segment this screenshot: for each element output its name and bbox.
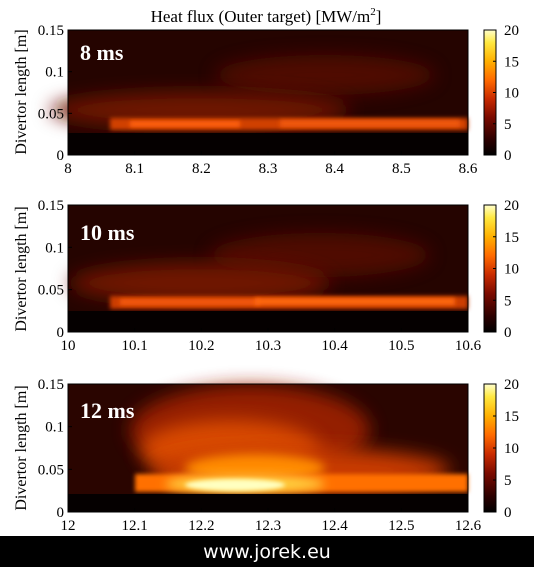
colorbar-tick-label: 15: [504, 54, 519, 70]
x-ticks: 12 12.1 12.2 12.3 12.4 12.5 12.6: [61, 508, 482, 534]
footer-bar: www.jorek.eu: [0, 536, 534, 567]
y-axis-label: Divertor length [m]: [13, 206, 30, 331]
colorbar-tick-label: 10: [504, 441, 519, 457]
x-tick-label: 12.6: [455, 518, 482, 534]
colorbar-tick-label: 20: [504, 198, 519, 214]
time-label: 8 ms: [80, 40, 124, 65]
y-tick-label: 0.15: [38, 198, 64, 214]
x-tick-label: 8.6: [459, 161, 478, 177]
y-tick-label: 0: [57, 148, 65, 164]
colorbar-tick-label: 0: [504, 325, 512, 341]
panel-10ms: 10 ms 10 10.1 10.2 10.3 10.4 10.5 10.6 0 0.05 0.…: [13, 198, 519, 354]
x-tick-label: 10.5: [388, 338, 414, 354]
y-tick-label: 0.05: [38, 462, 64, 478]
heatmap-features: [50, 30, 468, 155]
x-tick-label: 12.5: [388, 518, 414, 534]
x-tick-label: 12.1: [122, 518, 148, 534]
x-tick-label: 8.2: [192, 161, 211, 177]
y-tick-label: 0.15: [38, 377, 64, 393]
x-tick-label: 12.3: [255, 518, 281, 534]
time-label: 10 ms: [80, 220, 135, 245]
colorbar-tick-label: 20: [504, 377, 519, 393]
y-tick-label: 0.1: [45, 420, 64, 436]
x-tick-label: 12.4: [322, 518, 349, 534]
x-tick-label: 10.4: [322, 338, 349, 354]
colorbar-ticks: 0 5 10 15 20: [493, 377, 519, 521]
colorbar-ticks: 0 5 10 15 20: [493, 198, 519, 341]
x-tick-label: 8.4: [325, 161, 344, 177]
x-tick-label: 8.5: [392, 161, 411, 177]
colorbar-tick-label: 0: [504, 505, 512, 521]
footer-url[interactable]: www.jorek.eu: [203, 540, 331, 563]
y-axis-label: Divertor length [m]: [13, 385, 30, 510]
x-tick-label: 8.1: [125, 161, 144, 177]
x-tick-label: 12.2: [188, 518, 214, 534]
colorbar-tick-label: 5: [504, 117, 512, 133]
heatmap-features: [68, 385, 468, 512]
panel-8ms: 8 ms 8 8.1 8.2 8.3 8.4 8.5 8.6 0 0.05 0.1 0.15 Di…: [13, 23, 519, 177]
colorbar-tick-label: 10: [504, 86, 519, 102]
y-tick-label: 0: [57, 325, 65, 341]
y-tick-label: 0.05: [38, 106, 64, 122]
y-ticks: 0 0.05 0.1 0.15: [38, 198, 72, 341]
x-tick-label: 8: [64, 161, 72, 177]
x-tick-label: 10.6: [455, 338, 482, 354]
y-axis-label: Divertor length [m]: [13, 29, 30, 154]
y-ticks: 0 0.05 0.1 0.15: [38, 23, 72, 164]
colorbar-tick-label: 5: [504, 473, 512, 489]
x-tick-label: 12: [61, 518, 76, 534]
x-ticks: 10 10.1 10.2 10.3 10.4 10.5 10.6: [61, 328, 482, 354]
heatmap-features: [68, 233, 468, 332]
y-tick-label: 0.1: [45, 65, 64, 81]
y-tick-label: 0.05: [38, 283, 64, 299]
y-ticks: 0 0.05 0.1 0.15: [38, 377, 72, 521]
colorbar-tick-label: 5: [504, 293, 512, 309]
colorbar-tick-label: 10: [504, 262, 519, 278]
colorbar-tick-label: 15: [504, 230, 519, 246]
x-tick-label: 8.3: [259, 161, 278, 177]
y-tick-label: 0.15: [38, 23, 64, 39]
figure-title: Heat flux (Outer target) [MW/m2]: [151, 6, 382, 26]
x-tick-label: 10.2: [188, 338, 214, 354]
y-tick-label: 0.1: [45, 240, 64, 256]
time-label: 12 ms: [80, 398, 135, 423]
colorbar-tick-label: 20: [504, 23, 519, 39]
x-tick-label: 10: [61, 338, 76, 354]
colorbar-tick-label: 15: [504, 409, 519, 425]
x-tick-label: 10.1: [122, 338, 148, 354]
colorbar-tick-label: 0: [504, 148, 512, 164]
y-tick-label: 0: [57, 505, 65, 521]
colorbar-ticks: 0 5 10 15 20: [493, 23, 519, 164]
panel-12ms: 12 ms 12 12.1 12.2 12.3 12.4 12.5 12.6 0 0.05 0.…: [13, 377, 519, 534]
x-ticks: 8 8.1 8.2 8.3 8.4 8.5 8.6: [64, 151, 478, 177]
x-tick-label: 10.3: [255, 338, 281, 354]
